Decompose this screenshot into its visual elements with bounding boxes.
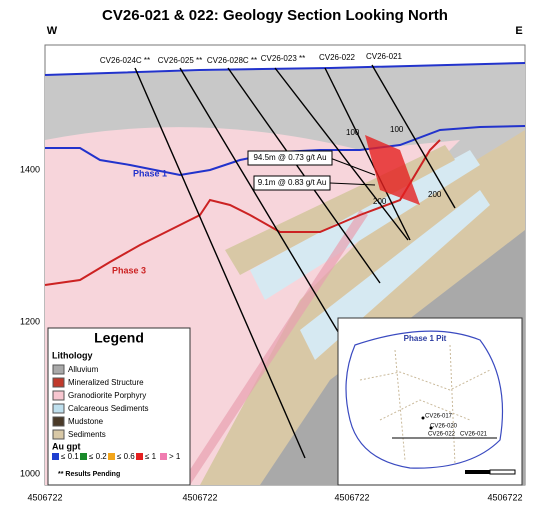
depth-label: 100 bbox=[390, 125, 404, 134]
inset-hole: CV26-017 bbox=[425, 414, 453, 420]
drill-trace bbox=[134, 67, 306, 459]
legend-item: Alluvium bbox=[68, 365, 99, 374]
axes: 1400 1200 1000 4506722 4506722 4506722 4… bbox=[20, 164, 523, 502]
hole-label: CV26-023 ** bbox=[261, 54, 305, 63]
intercept: 94.5m @ 0.73 g/t Au bbox=[253, 153, 326, 162]
legend-heading: Au gpt bbox=[52, 441, 81, 451]
scale-bar bbox=[489, 469, 516, 475]
drill-trace bbox=[371, 64, 456, 209]
topography bbox=[44, 62, 526, 76]
hole-label: CV26-022 bbox=[319, 53, 356, 62]
east-label: E bbox=[515, 25, 522, 37]
leader bbox=[329, 157, 376, 176]
legend-item: Mudstone bbox=[68, 417, 104, 426]
hole-label: CV26-028C ** bbox=[207, 56, 257, 65]
title: CV26-021 & 022: Geology Section Looking … bbox=[102, 7, 448, 24]
y-label: 1000 bbox=[20, 468, 40, 478]
y-label: 1400 bbox=[20, 164, 40, 174]
legend-heading: Lithology bbox=[52, 350, 93, 360]
intercept: 9.1m @ 0.83 g/t Au bbox=[258, 178, 327, 187]
au-class: ≤ 0.6 bbox=[117, 452, 135, 461]
x-label: 4506722 bbox=[334, 492, 369, 502]
scale-bar bbox=[465, 470, 490, 474]
hole-label: CV26-025 ** bbox=[158, 56, 202, 65]
pit-outline bbox=[345, 330, 504, 469]
depth-label: 100 bbox=[346, 128, 360, 137]
au-class: ≤ 0.1 bbox=[61, 452, 79, 461]
legend-item: Granodiorite Porphyry bbox=[68, 391, 146, 400]
au-class: > 1 bbox=[169, 452, 181, 461]
intercept-box bbox=[253, 175, 331, 191]
depth-label: 200 bbox=[373, 197, 387, 206]
drill-trace bbox=[274, 67, 409, 241]
mineralized-structure bbox=[180, 210, 368, 485]
x-label: 4506722 bbox=[27, 492, 62, 502]
drill-trace bbox=[179, 67, 341, 336]
calcareous-band bbox=[250, 150, 480, 300]
assay-ticks bbox=[365, 135, 420, 205]
au-class: ≤ 0.2 bbox=[89, 452, 107, 461]
west-label: W bbox=[47, 25, 58, 37]
drill-traces bbox=[359, 344, 491, 466]
inset-frame bbox=[337, 317, 523, 486]
legend-title: Legend bbox=[94, 330, 144, 346]
legend-item: Mineralized Structure bbox=[68, 378, 144, 387]
hole-label: CV26-021 bbox=[366, 52, 403, 61]
x-label: 4506722 bbox=[487, 492, 522, 502]
legend-item: Calcareous Sediments bbox=[68, 404, 148, 413]
legend-note: ** Results Pending bbox=[58, 471, 120, 478]
drill-trace bbox=[324, 67, 411, 241]
inset-hole: CV26-020 bbox=[430, 424, 458, 430]
phase3-pit bbox=[44, 139, 441, 286]
depth-label: 200 bbox=[428, 190, 442, 199]
drill-holes: CV26-024C ** CV26-025 ** CV26-028C ** CV… bbox=[100, 52, 456, 459]
inset-hole: CV26-021 bbox=[460, 432, 488, 438]
inset-hole: CV26-022 bbox=[428, 432, 456, 438]
inset-map: Phase 1 Pit CV26-017 CV26-020 CV26-022 C… bbox=[337, 317, 523, 486]
au-class: ≤ 1 bbox=[145, 452, 157, 461]
leader bbox=[329, 182, 376, 186]
pit-label: Phase 1 bbox=[133, 168, 167, 178]
legend: Legend Lithology Alluvium Mineralized St… bbox=[47, 327, 191, 486]
inset-title: Phase 1 Pit bbox=[404, 334, 447, 343]
legend-item: Sediments bbox=[68, 430, 106, 439]
intercept-box bbox=[247, 150, 333, 166]
pit-label: Phase 3 bbox=[112, 265, 146, 275]
hole-label: CV26-024C ** bbox=[100, 56, 150, 65]
y-label: 1200 bbox=[20, 316, 40, 326]
x-label: 4506722 bbox=[182, 492, 217, 502]
